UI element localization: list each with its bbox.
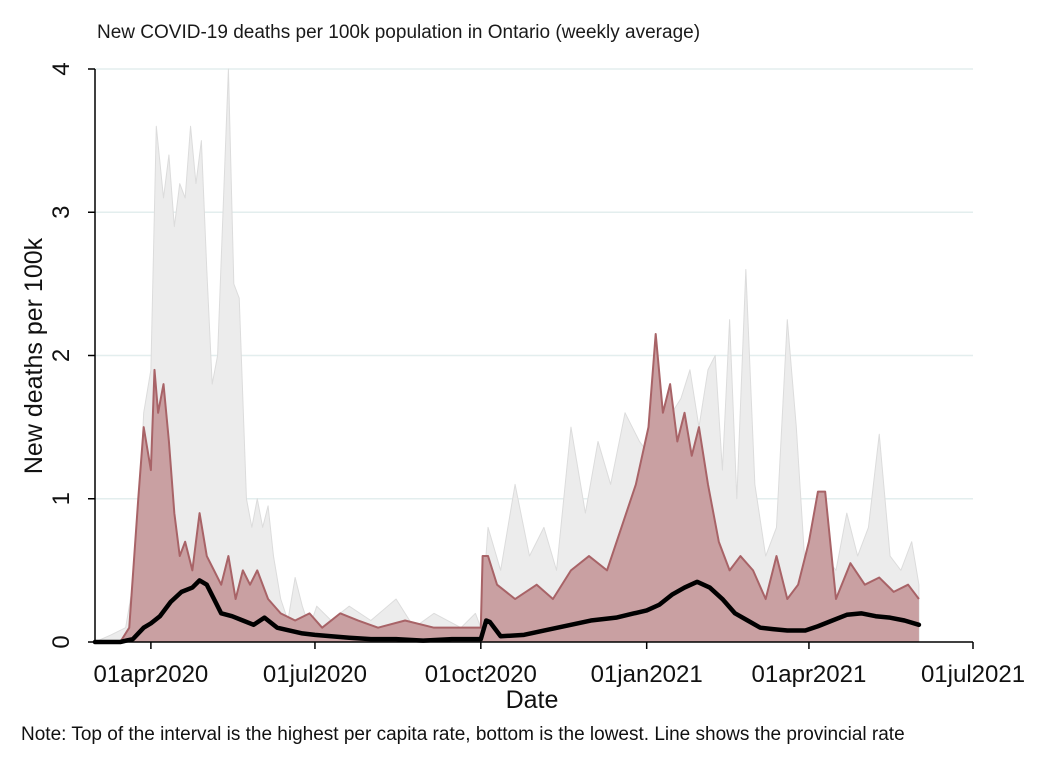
x-tick-label: 01oct2020 [425, 661, 537, 688]
y-tick-label: 3 [48, 206, 75, 219]
series-line-provincial [92, 578, 922, 645]
x-tick-label: 01jul2021 [921, 661, 1025, 688]
y-tick-label: 2 [48, 349, 75, 362]
y-tick-label: 1 [48, 492, 75, 505]
x-tick-label: 01apr2021 [752, 661, 867, 688]
series-line-interval-top [95, 333, 920, 643]
chart-title: New COVID-19 deaths per 100k population … [97, 22, 700, 43]
x-axis-label: Date [506, 686, 559, 714]
x-tick-label: 01jul2020 [263, 661, 367, 688]
y-axis-label: New deaths per 100k [20, 237, 48, 474]
chart-note: Note: Top of the interval is the highest… [21, 724, 905, 745]
x-axis-ticks: 01apr2020 01jul2020 01oct2020 01jan2021 01ap… [93, 642, 1025, 688]
y-tick-label: 0 [48, 635, 75, 648]
x-tick-label: 01jan2021 [591, 661, 703, 688]
y-axis-ticks: 0 1 2 3 4 [48, 62, 95, 649]
series-area-interval [95, 334, 919, 642]
y-tick-label: 4 [48, 62, 75, 75]
plot-lines [92, 333, 922, 645]
x-tick-label: 01apr2020 [93, 661, 208, 688]
